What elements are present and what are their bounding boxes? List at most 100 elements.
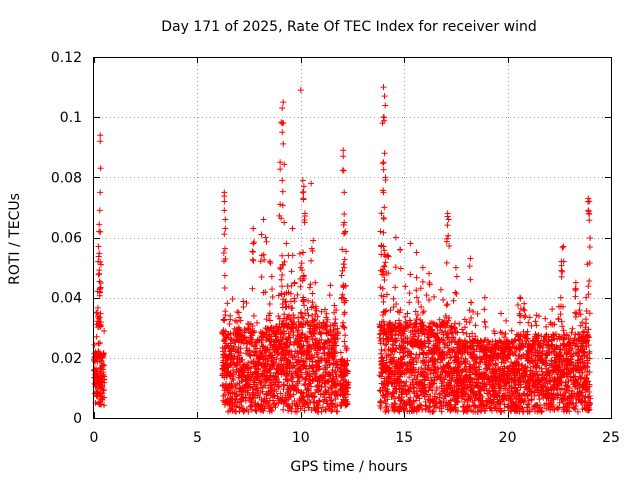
- data-point: [227, 348, 234, 355]
- data-point: [281, 219, 288, 226]
- data-point: [379, 160, 386, 167]
- data-point: [305, 392, 312, 399]
- data-point: [277, 201, 284, 208]
- data-point: [95, 253, 102, 260]
- data-point: [256, 355, 263, 362]
- data-point: [252, 363, 259, 370]
- data-point: [315, 405, 322, 412]
- data-point: [340, 399, 347, 406]
- x-tick-label: 5: [193, 430, 202, 446]
- data-point: [232, 408, 239, 415]
- data-point: [229, 375, 236, 382]
- data-point: [318, 308, 325, 315]
- data-point: [224, 300, 231, 307]
- data-point: [290, 332, 297, 339]
- data-point: [279, 177, 286, 184]
- data-point: [481, 318, 488, 325]
- data-point: [298, 343, 305, 350]
- data-point: [402, 283, 409, 290]
- data-point: [406, 290, 413, 297]
- data-point: [245, 338, 252, 345]
- data-point: [247, 352, 254, 359]
- data-point: [426, 270, 433, 277]
- data-point: [254, 373, 261, 380]
- data-point: [497, 408, 504, 415]
- data-point: [253, 369, 260, 376]
- data-point: [436, 394, 443, 401]
- data-point: [585, 207, 592, 214]
- data-point: [225, 334, 232, 341]
- data-point: [251, 369, 258, 376]
- data-point: [286, 365, 293, 372]
- data-point: [282, 398, 289, 405]
- data-point: [227, 316, 234, 323]
- data-point: [287, 391, 294, 398]
- data-point: [232, 317, 239, 324]
- data-point: [267, 405, 274, 412]
- data-point: [285, 321, 292, 328]
- data-point: [279, 202, 286, 209]
- data-point: [418, 303, 425, 310]
- data-point: [237, 317, 244, 324]
- data-point: [415, 299, 422, 306]
- data-point: [328, 408, 335, 415]
- data-point: [414, 311, 421, 318]
- data-point: [306, 284, 313, 291]
- data-point: [579, 319, 586, 326]
- data-point: [273, 388, 280, 395]
- data-point: [340, 385, 347, 392]
- data-point: [440, 296, 447, 303]
- data-point: [221, 284, 228, 291]
- data-point: [327, 372, 334, 379]
- data-point: [297, 309, 304, 316]
- data-point: [316, 386, 323, 393]
- data-point: [99, 384, 106, 391]
- y-tick-label: 0.02: [51, 351, 82, 367]
- data-point: [329, 332, 336, 339]
- data-point: [437, 286, 444, 293]
- data-point: [280, 328, 287, 335]
- data-point: [313, 399, 320, 406]
- data-point: [342, 343, 349, 350]
- data-point: [301, 302, 308, 309]
- data-point: [221, 316, 228, 323]
- data-point: [448, 323, 455, 330]
- data-point: [256, 349, 263, 356]
- data-point: [250, 225, 257, 232]
- data-point: [242, 376, 249, 383]
- data-point: [326, 361, 333, 368]
- data-point: [280, 406, 287, 413]
- data-point: [238, 378, 245, 385]
- data-point: [341, 211, 348, 218]
- data-point: [382, 259, 389, 266]
- data-point: [284, 324, 291, 331]
- data-point: [299, 249, 306, 256]
- data-point: [296, 396, 303, 403]
- data-point: [377, 228, 384, 235]
- data-point: [275, 365, 282, 372]
- data-point: [101, 376, 108, 383]
- data-point: [312, 339, 319, 346]
- data-point: [266, 300, 273, 307]
- data-point: [290, 363, 297, 370]
- data-point: [585, 283, 592, 290]
- data-point: [283, 343, 290, 350]
- data-point: [95, 243, 102, 250]
- data-point: [229, 406, 236, 413]
- data-point: [295, 314, 302, 321]
- data-point: [275, 341, 282, 348]
- data-point: [95, 379, 102, 386]
- data-point: [247, 377, 254, 384]
- data-point: [397, 246, 404, 253]
- data-point: [97, 279, 104, 286]
- data-point: [533, 322, 540, 329]
- data-point: [234, 399, 241, 406]
- data-point: [514, 301, 521, 308]
- data-point: [224, 398, 231, 405]
- data-point: [444, 210, 451, 217]
- y-tick-label: 0.08: [51, 170, 82, 186]
- chart-title: Day 171 of 2025, Rate Of TEC Index for r…: [161, 19, 536, 35]
- data-point: [221, 231, 228, 238]
- data-point: [262, 234, 269, 241]
- data-point: [319, 404, 326, 411]
